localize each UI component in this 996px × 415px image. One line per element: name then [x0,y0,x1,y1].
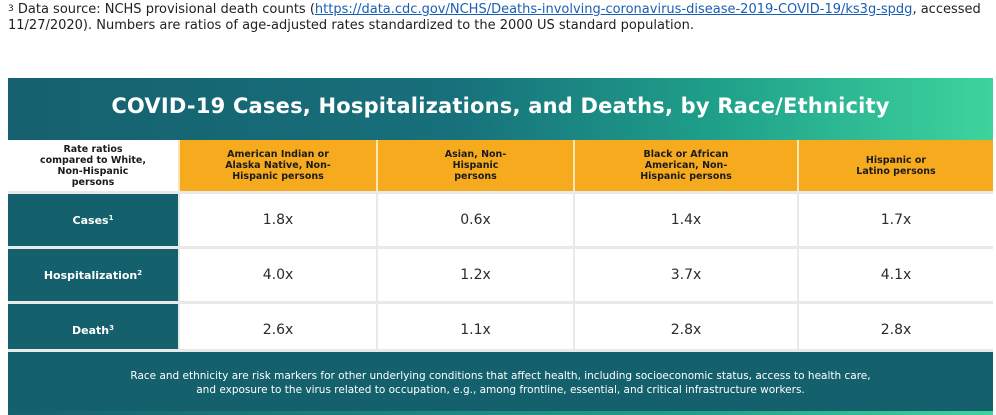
row-label-death: Death3 [8,301,179,356]
row-label-footnote-marker: 2 [137,268,143,277]
rate-ratio-table: Rate ratios compared to White, Non-Hispa… [8,140,993,356]
infographic-banner: COVID-19 Cases, Hospitalizations, and De… [8,78,993,140]
row-label-text: Death [72,323,110,337]
table-cell: 1.4x [573,191,798,248]
corner-header: Rate ratios compared to White, Non-Hispa… [8,140,180,193]
row-label-text: Hospitalization [43,268,138,282]
table-cell: 1.7x [797,191,993,248]
column-header-asian: Asian, Non-Hispanic persons [376,140,574,193]
table-cell: 1.8x [178,191,377,248]
table-row-cases: Cases1 1.8x 0.6x 1.4x 1.7x [8,191,993,248]
row-label-footnote-marker: 1 [108,213,114,222]
corner-header-text: Rate ratios compared to White, Non-Hispa… [40,143,146,188]
table-row-death: Death3 2.6x 1.1x 2.8x 2.8x [8,301,993,356]
data-source-footnote: 3 Data source: NCHS provisional death co… [8,2,988,34]
table-cell: 2.8x [797,301,993,356]
column-header-label: Asian, Non-Hispanic persons [444,149,507,182]
table-cell: 2.8x [573,301,798,356]
table-cell: 1.1x [376,301,574,356]
risk-marker-note-text: Race and ethnicity are risk markers for … [130,370,871,396]
bottom-gradient-strip [8,411,993,415]
data-source-link[interactable]: https://data.cdc.gov/NCHS/Deaths-involvi… [314,2,913,17]
row-label-footnote-marker: 3 [109,323,114,332]
column-header-hispanic: Hispanic or Latino persons [797,140,993,193]
risk-marker-note: Race and ethnicity are risk markers for … [8,349,993,414]
column-header-label: Black or African American, Non-Hispanic … [640,149,732,182]
row-label-cases: Cases1 [8,191,179,248]
table-header-row: Rate ratios compared to White, Non-Hispa… [8,140,993,193]
table-cell: 3.7x [573,246,798,303]
infographic-title: COVID-19 Cases, Hospitalizations, and De… [111,94,890,118]
table-cell: 0.6x [376,191,574,248]
footnote-text-after: , accessed 11/27/2020). Numbers are rati… [8,2,981,33]
footnote-text-before: Data source: NCHS provisional death coun… [17,2,315,17]
covid-race-infographic: COVID-19 Cases, Hospitalizations, and De… [8,78,993,415]
table-cell: 1.2x [376,246,574,303]
row-label-text: Cases [72,213,109,227]
table-row-hospitalization: Hospitalization2 4.0x 1.2x 3.7x 4.1x [8,246,993,303]
table-cell: 4.0x [178,246,377,303]
row-label-hospitalization: Hospitalization2 [8,246,179,303]
table-cell: 2.6x [178,301,377,356]
column-header-label: American Indian or Alaska Native, Non-Hi… [225,149,331,182]
column-header-aian: American Indian or Alaska Native, Non-Hi… [178,140,377,193]
column-header-label: Hispanic or Latino persons [856,154,936,177]
column-header-black: Black or African American, Non-Hispanic … [573,140,798,193]
table-cell: 4.1x [797,246,993,303]
footnote-marker: 3 [8,4,14,14]
